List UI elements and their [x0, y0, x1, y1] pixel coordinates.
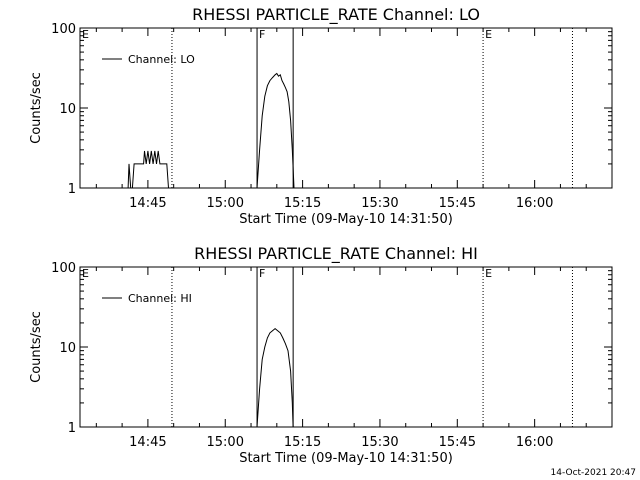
y-tick-label: 10 — [59, 341, 76, 356]
y-axis-label: Counts/sec — [29, 311, 44, 383]
x-tick-label: 15:00 — [207, 435, 244, 450]
x-tick-label: 15:00 — [207, 196, 244, 211]
chart-panel-0: RHESSI PARTICLE_RATE Channel: LO 1 10 100 14… — [29, 5, 613, 227]
legend-label: Channel: HI — [128, 292, 192, 305]
series-line — [256, 327, 294, 428]
event-marker-label: F — [259, 28, 265, 41]
chart-panel-1: RHESSI PARTICLE_RATE Channel: HI 1 10 100 14… — [29, 244, 613, 466]
legend-label: Channel: LO — [128, 53, 195, 66]
chart-title: RHESSI PARTICLE_RATE Channel: HI — [194, 244, 478, 264]
x-tick-label: 15:30 — [361, 435, 398, 450]
y-tick-label: 1 — [68, 421, 76, 436]
x-tick-label: 15:45 — [439, 435, 476, 450]
x-tick-label: 15:30 — [361, 196, 398, 211]
x-tick-label: 14:45 — [129, 196, 166, 211]
event-marker-label: E — [82, 267, 89, 280]
y-tick-label: 10 — [59, 102, 76, 117]
y-tick-label: 100 — [51, 261, 76, 276]
x-tick-label: 15:15 — [284, 435, 321, 450]
x-tick-label: 16:00 — [516, 435, 553, 450]
footer-timestamp: 14-Oct-2021 20:47 — [550, 468, 636, 478]
event-marker-label: E — [485, 28, 492, 41]
y-tick-label: 100 — [51, 22, 76, 37]
x-axis-label: Start Time (09-May-10 14:31:50) — [239, 451, 453, 466]
x-tick-label: 15:15 — [284, 196, 321, 211]
x-tick-label: 15:45 — [439, 196, 476, 211]
y-axis-label: Counts/sec — [29, 72, 44, 144]
event-marker-label: F — [259, 267, 265, 280]
chart-title: RHESSI PARTICLE_RATE Channel: LO — [192, 5, 480, 25]
x-tick-label: 14:45 — [129, 435, 166, 450]
x-axis-label: Start Time (09-May-10 14:31:50) — [239, 212, 453, 227]
event-marker-label: E — [485, 267, 492, 280]
x-tick-label: 16:00 — [516, 196, 553, 211]
y-tick-label: 1 — [68, 182, 76, 197]
event-marker-label: E — [82, 28, 89, 41]
